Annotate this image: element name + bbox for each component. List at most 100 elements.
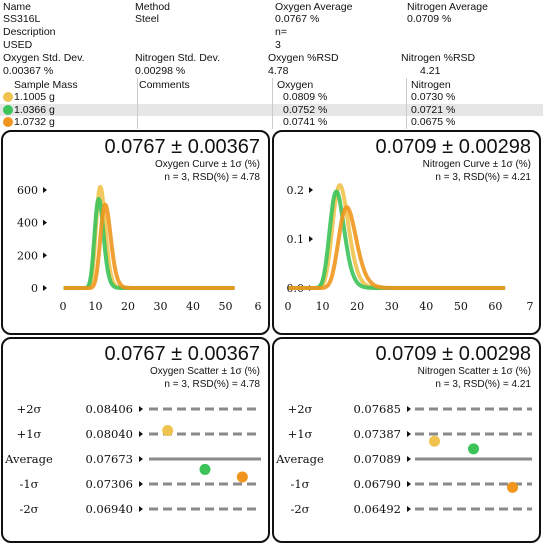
sigma-level-label: Average: [275, 452, 324, 466]
x-tick-label: 7: [527, 300, 534, 313]
sigma-level-label: +1σ: [17, 427, 42, 441]
oxygen-curve-chart: 0 200 400 600 0 10 20 30 40 50 6: [17, 184, 262, 313]
y-tick-arrow: [309, 187, 313, 193]
nitrogen-curve-chart: 0.00.10.20 10 20 30 40 50 60 7: [285, 183, 534, 313]
column-separator: [406, 78, 407, 129]
oxygen-rsd-value: 4.78: [268, 65, 289, 77]
column-header-comments[interactable]: Comments: [139, 79, 190, 91]
sigma-level-value: 0.06790: [353, 477, 401, 491]
sigma-level-value: 0.07387: [353, 427, 401, 441]
x-tick-label: 40: [419, 300, 433, 313]
y-tick-arrow: [43, 187, 47, 193]
column-separator: [137, 78, 138, 129]
level-arrow: [407, 481, 411, 487]
scatter-point: [507, 481, 518, 493]
oxygen-scatter-stats: n = 3, RSD(%) = 4.78: [164, 379, 260, 390]
table-row-highlight: [0, 104, 543, 116]
x-tick-label: 40: [186, 300, 200, 313]
sample-oxygen: 0.0752 %: [283, 104, 328, 116]
nitrogen-scatter-chart: +2σ 0.07685 +1σ 0.07387 Average 0.07089 -1σ 0.0…: [275, 402, 532, 516]
level-arrow: [407, 456, 411, 462]
x-tick-label: 0: [285, 300, 292, 313]
x-tick-label: 6: [255, 300, 262, 313]
level-arrow: [139, 481, 143, 487]
sigma-level-value: 0.08040: [85, 427, 133, 441]
sigma-level-label: -2σ: [19, 502, 38, 516]
sample-nitrogen: 0.0675 %: [411, 116, 456, 128]
sigma-level-label: Average: [4, 452, 53, 466]
sigma-level-value: 0.07685: [353, 402, 401, 416]
n-label: n=: [275, 26, 287, 38]
method-label: Method: [135, 1, 171, 13]
x-tick-label: 10: [316, 300, 330, 313]
sigma-level-value: 0.06492: [353, 502, 401, 516]
oxygen-curve-title: Oxygen Curve ± 1σ (%): [154, 159, 260, 170]
sample-mass: 1.0732 g: [14, 116, 55, 128]
level-arrow: [407, 431, 411, 437]
nitrogen-scatter-panel: 0.0709 ± 0.00298 Nitrogen Scatter ± 1σ (…: [272, 337, 541, 543]
oxygen-scatter-panel: 0.0767 ± 0.00367 Oxygen Scatter ± 1σ (%)…: [1, 337, 270, 543]
series-line: [287, 183, 507, 290]
sigma-level-value: 0.07306: [85, 477, 133, 491]
y-tick-arrow: [43, 252, 47, 259]
sample-oxygen: 0.0809 %: [283, 91, 328, 103]
oxygen-curve-panel: 0.0767 ± 0.00367 Oxygen Curve ± 1σ (%) n…: [1, 130, 270, 335]
x-tick-label: 10: [89, 300, 103, 313]
sigma-level-label: +2σ: [17, 402, 42, 416]
scatter-point: [236, 471, 248, 483]
nitrogen-scatter-value: 0.0709 ± 0.00298: [375, 343, 531, 365]
name-label: Name: [3, 1, 32, 13]
series-line: [287, 189, 507, 290]
column-header-oxygen[interactable]: Oxygen: [277, 79, 314, 91]
sigma-level-label: +2σ: [288, 402, 313, 416]
oxygen-scatter-title: Oxygen Scatter ± 1σ (%): [149, 366, 260, 377]
sample-nitrogen: 0.0721 %: [411, 104, 456, 116]
nitrogen-rsd-label: Nitrogen %RSD: [401, 52, 476, 64]
scatter-point: [162, 425, 174, 437]
x-tick-label: 60: [488, 300, 502, 313]
sigma-level-value: 0.06940: [85, 502, 133, 516]
oxygen-scatter-value: 0.0767 ± 0.00367: [104, 343, 260, 365]
oxygen-std-dev-label: Oxygen Std. Dev.: [3, 52, 85, 64]
sample-color-dot: [3, 117, 13, 127]
sample-mass: 1.0366 g: [14, 104, 55, 116]
level-arrow: [407, 506, 411, 512]
sigma-level-label: -1σ: [19, 477, 38, 491]
column-header-sample-mass[interactable]: Sample Mass: [14, 79, 78, 91]
scatter-point: [199, 463, 211, 475]
nitrogen-scatter-title: Nitrogen Scatter ± 1σ (%): [417, 366, 531, 377]
sample-nitrogen: 0.0730 %: [411, 91, 456, 103]
nitrogen-rsd-value: 4.21: [420, 65, 441, 77]
sigma-level-value: 0.07089: [353, 452, 401, 466]
sigma-level-label: +1σ: [288, 427, 313, 441]
used-label: USED: [3, 39, 33, 51]
oxygen-curve-stats: n = 3, RSD(%) = 4.78: [164, 172, 260, 183]
nitrogen-curve-stats: n = 3, RSD(%) = 4.21: [435, 172, 531, 183]
nitrogen-curve-title: Nitrogen Curve ± 1σ (%): [422, 159, 531, 170]
column-separator: [272, 78, 273, 129]
y-tick-label: 400: [17, 217, 38, 230]
column-header-nitrogen[interactable]: Nitrogen: [411, 79, 451, 91]
level-arrow: [139, 406, 143, 412]
level-arrow: [139, 431, 143, 437]
y-tick-label: 0.2: [287, 184, 305, 197]
series-line: [62, 185, 236, 290]
name-value: SS316L: [3, 13, 41, 25]
sigma-level-value: 0.07673: [85, 452, 133, 466]
nitrogen-std-dev-label: Nitrogen Std. Dev.: [135, 52, 221, 64]
oxygen-rsd-label: Oxygen %RSD: [268, 52, 339, 64]
nitrogen-std-dev-value: 0.00298 %: [135, 65, 186, 77]
y-tick-label: 200: [17, 249, 38, 262]
sample-oxygen: 0.0741 %: [283, 116, 328, 128]
sample-color-dot: [3, 105, 13, 115]
y-tick-label: 0.1: [287, 233, 305, 246]
nitrogen-average-value: 0.0709 %: [407, 13, 452, 25]
y-tick-label: 600: [17, 184, 38, 197]
method-value: Steel: [135, 13, 159, 25]
x-tick-label: 20: [121, 300, 135, 313]
sigma-level-label: -1σ: [290, 477, 309, 491]
series-line: [62, 197, 236, 290]
nitrogen-curve-panel: 0.0709 ± 0.00298 Nitrogen Curve ± 1σ (%)…: [272, 130, 541, 335]
oxygen-curve-value: 0.0767 ± 0.00367: [104, 136, 260, 158]
y-tick-label: 0: [31, 282, 38, 295]
